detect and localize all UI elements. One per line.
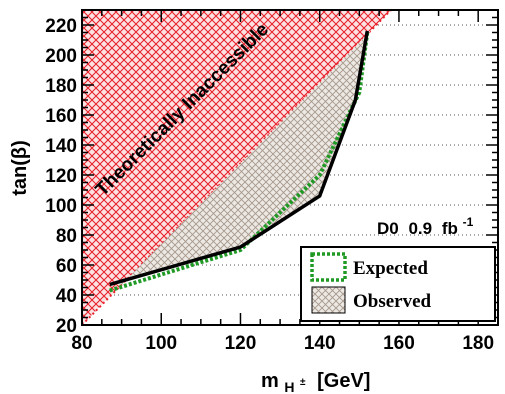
- y-tick-label: 100: [45, 196, 77, 217]
- luminosity-value: 0.9: [408, 219, 432, 238]
- y-tick-label: 220: [45, 16, 77, 37]
- y-tick-label: 200: [45, 46, 77, 67]
- experiment-annotation: D0 0.9 fb -1: [377, 215, 474, 238]
- legend-observed-label: Observed: [353, 291, 432, 312]
- expected-limit-line: [109, 32, 370, 293]
- y-tick-label: 60: [56, 256, 77, 277]
- y-axis-title: tan(β): [9, 140, 31, 196]
- legend-expected-swatch: [310, 252, 347, 282]
- y-axis-ticks: 20 40 60 80 100 120 140 160 180 200 220: [45, 9, 498, 337]
- observed-excluded-region: [109, 31, 371, 285]
- exclusion-regions: [82, 10, 392, 325]
- legend-observed-swatch: [311, 286, 346, 314]
- x-axis-ticks: 80 100 120 140 160 180: [71, 10, 499, 354]
- y-tick-label: 120: [45, 166, 77, 187]
- x-axis-title-unit: [GeV]: [317, 370, 370, 392]
- y-tick-label: 40: [56, 286, 77, 307]
- limit-curves: [109, 30, 370, 293]
- luminosity-exponent: -1: [463, 215, 474, 229]
- x-tick-label: 80: [71, 333, 92, 354]
- y-tick-label: 140: [45, 136, 77, 157]
- x-tick-label: 140: [304, 333, 336, 354]
- experiment-name: D0: [377, 219, 399, 238]
- x-tick-label: 180: [462, 333, 494, 354]
- y-tick-label: 80: [56, 226, 77, 247]
- luminosity-unit: fb: [442, 219, 458, 238]
- x-axis-title-superscript: ±: [300, 377, 306, 388]
- legend-expected-label: Expected: [353, 258, 428, 279]
- y-tick-label: 180: [45, 76, 77, 97]
- x-axis-title-subscript: H: [284, 379, 294, 394]
- x-tick-label: 160: [383, 333, 415, 354]
- legend: Expected Observed: [300, 246, 496, 322]
- x-tick-label: 100: [145, 333, 177, 354]
- y-tick-label: 160: [45, 106, 77, 127]
- y-tick-label: 20: [56, 316, 77, 337]
- x-axis-title-symbol: m: [261, 370, 279, 392]
- x-axis-title: m H ± [GeV]: [261, 368, 370, 394]
- x-tick-label: 120: [225, 333, 257, 354]
- observed-limit-line: [109, 30, 370, 287]
